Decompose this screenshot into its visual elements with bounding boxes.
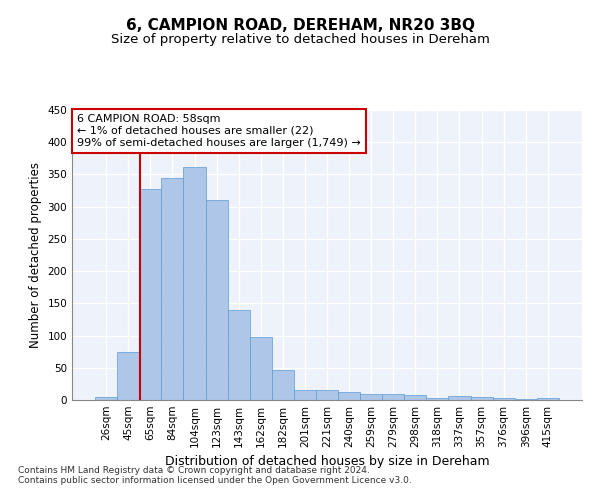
Bar	[161, 178, 184, 400]
Bar	[470, 397, 493, 400]
Bar	[316, 390, 338, 400]
Bar	[493, 398, 515, 400]
Bar	[382, 394, 404, 400]
Bar	[95, 397, 117, 400]
Text: 6, CAMPION ROAD, DEREHAM, NR20 3BQ: 6, CAMPION ROAD, DEREHAM, NR20 3BQ	[125, 18, 475, 32]
Bar	[272, 370, 294, 400]
Bar	[250, 337, 272, 400]
Text: 6 CAMPION ROAD: 58sqm
← 1% of detached houses are smaller (22)
99% of semi-detac: 6 CAMPION ROAD: 58sqm ← 1% of detached h…	[77, 114, 361, 148]
Bar	[294, 390, 316, 400]
Bar	[117, 352, 139, 400]
Bar	[427, 398, 448, 400]
Text: Size of property relative to detached houses in Dereham: Size of property relative to detached ho…	[110, 32, 490, 46]
Bar	[360, 394, 382, 400]
Bar	[338, 392, 360, 400]
Bar	[184, 166, 206, 400]
Bar	[404, 396, 427, 400]
Bar	[537, 398, 559, 400]
X-axis label: Distribution of detached houses by size in Dereham: Distribution of detached houses by size …	[164, 456, 490, 468]
Bar	[139, 188, 161, 400]
Y-axis label: Number of detached properties: Number of detached properties	[29, 162, 42, 348]
Bar	[206, 200, 227, 400]
Bar	[448, 396, 470, 400]
Text: Contains HM Land Registry data © Crown copyright and database right 2024.
Contai: Contains HM Land Registry data © Crown c…	[18, 466, 412, 485]
Bar	[227, 310, 250, 400]
